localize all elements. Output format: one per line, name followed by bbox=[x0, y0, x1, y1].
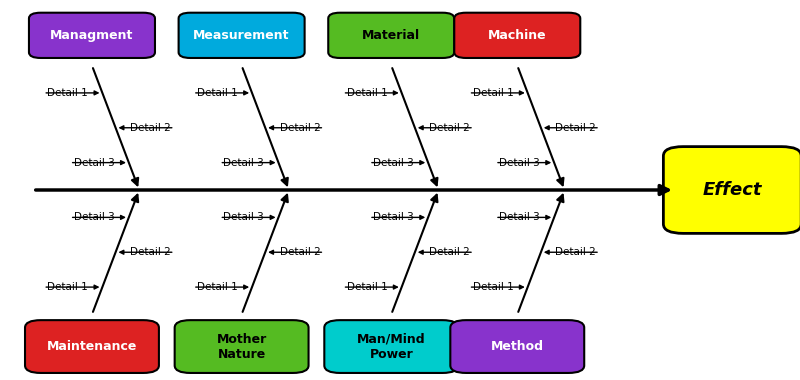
FancyBboxPatch shape bbox=[324, 320, 458, 373]
Text: Measurement: Measurement bbox=[194, 29, 290, 42]
Text: Detail 2: Detail 2 bbox=[130, 247, 170, 257]
Text: Detail 1: Detail 1 bbox=[47, 88, 88, 98]
Text: Detail 3: Detail 3 bbox=[499, 212, 540, 222]
Text: Maintenance: Maintenance bbox=[46, 340, 137, 353]
FancyBboxPatch shape bbox=[450, 320, 584, 373]
Text: Method: Method bbox=[490, 340, 544, 353]
Text: Detail 3: Detail 3 bbox=[223, 158, 264, 168]
FancyBboxPatch shape bbox=[663, 147, 800, 233]
Text: Mother
Nature: Mother Nature bbox=[217, 332, 266, 361]
FancyBboxPatch shape bbox=[174, 320, 309, 373]
Text: Detail 2: Detail 2 bbox=[555, 247, 596, 257]
Text: Effect: Effect bbox=[702, 181, 762, 199]
Text: Detail 1: Detail 1 bbox=[47, 282, 88, 292]
Text: Detail 2: Detail 2 bbox=[555, 123, 596, 133]
Text: Detail 2: Detail 2 bbox=[430, 247, 470, 257]
FancyBboxPatch shape bbox=[328, 13, 454, 58]
Text: Detail 2: Detail 2 bbox=[280, 247, 320, 257]
Text: Detail 1: Detail 1 bbox=[197, 282, 238, 292]
Text: Detail 3: Detail 3 bbox=[74, 212, 114, 222]
Text: Detail 1: Detail 1 bbox=[473, 282, 514, 292]
Text: Detail 2: Detail 2 bbox=[280, 123, 320, 133]
Text: Material: Material bbox=[362, 29, 420, 42]
Text: Detail 3: Detail 3 bbox=[74, 158, 114, 168]
Text: Detail 1: Detail 1 bbox=[346, 88, 387, 98]
Text: Detail 3: Detail 3 bbox=[373, 212, 414, 222]
FancyBboxPatch shape bbox=[29, 13, 155, 58]
FancyBboxPatch shape bbox=[178, 13, 305, 58]
Text: Detail 3: Detail 3 bbox=[223, 212, 264, 222]
Text: Detail 1: Detail 1 bbox=[197, 88, 238, 98]
Text: Managment: Managment bbox=[50, 29, 134, 42]
Text: Detail 3: Detail 3 bbox=[499, 158, 540, 168]
Text: Machine: Machine bbox=[488, 29, 546, 42]
FancyBboxPatch shape bbox=[25, 320, 159, 373]
Text: Detail 1: Detail 1 bbox=[473, 88, 514, 98]
Text: Detail 1: Detail 1 bbox=[346, 282, 387, 292]
Text: Detail 2: Detail 2 bbox=[130, 123, 170, 133]
Text: Detail 2: Detail 2 bbox=[430, 123, 470, 133]
Text: Man/Mind
Power: Man/Mind Power bbox=[357, 332, 426, 361]
FancyBboxPatch shape bbox=[454, 13, 580, 58]
Text: Detail 3: Detail 3 bbox=[373, 158, 414, 168]
